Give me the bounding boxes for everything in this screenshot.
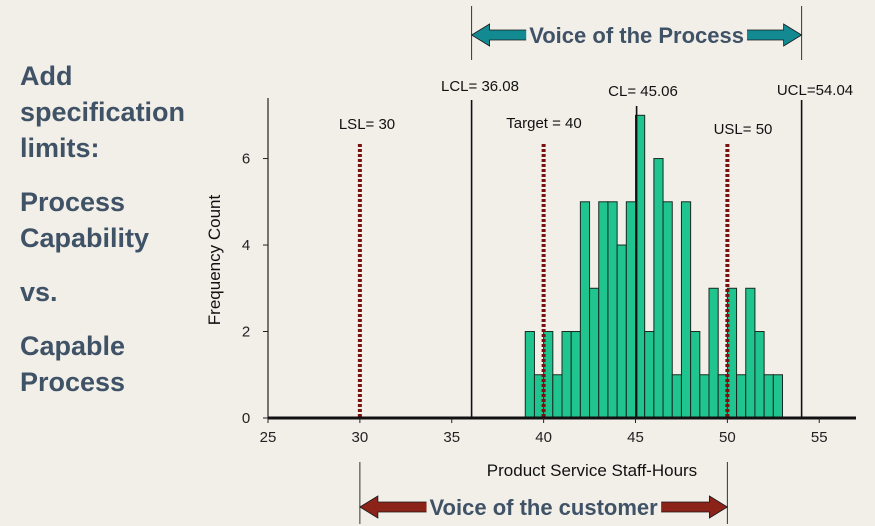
voice-arrows-layer: Voice of the Process Voice of the custome… xyxy=(359,6,803,524)
histogram-bar xyxy=(699,374,710,419)
histogram-bar xyxy=(570,331,581,419)
histogram-bar xyxy=(579,201,591,419)
x-tick-label: 40 xyxy=(535,429,552,446)
x-tick-label: 50 xyxy=(719,429,736,446)
voice-process-label-backing xyxy=(526,29,747,41)
side-text-line: Capability xyxy=(20,223,150,253)
x-axis-label: Product Service Staff-Hours xyxy=(487,461,697,480)
histogram-bar xyxy=(552,374,563,419)
axes-layer: 25 30 35 40 45 50 55 0 2 4 6 Product Service Staff-… xyxy=(205,98,856,480)
x-tick-label: 35 xyxy=(443,429,460,446)
side-text-capable-process: Capable Process xyxy=(20,328,220,400)
histogram-bar xyxy=(589,287,600,419)
y-tick-label: 2 xyxy=(242,324,250,341)
histogram-bar xyxy=(736,374,747,419)
side-text-specification: Add specification limits: xyxy=(20,58,220,166)
side-text-vs: vs. xyxy=(20,274,220,310)
histogram-bar xyxy=(690,331,701,419)
histogram-bar xyxy=(754,331,765,419)
side-text-line: specification xyxy=(20,97,186,127)
y-tick-label: 6 xyxy=(242,151,250,168)
side-text-line: vs. xyxy=(20,277,58,307)
x-tick-label: 55 xyxy=(811,429,828,446)
spec-line-label-lsl: LSL= 30 xyxy=(339,116,395,133)
x-tick-label: 45 xyxy=(627,429,644,446)
side-text-line: Capable xyxy=(20,331,126,361)
histogram-bar xyxy=(644,331,655,419)
histogram-bar xyxy=(616,244,627,419)
voice-customer-label-backing xyxy=(426,501,662,513)
histogram-bar xyxy=(625,201,636,419)
histogram-bar xyxy=(726,287,738,419)
histogram-bar xyxy=(772,374,783,419)
histogram-bar xyxy=(708,287,719,419)
voice-process-label: Voice of the Process xyxy=(529,23,744,48)
y-tick-label: 4 xyxy=(242,237,250,254)
histogram-bar xyxy=(598,201,609,419)
side-text-panel: Add specification limits: Process Capabi… xyxy=(20,58,220,418)
histogram-bar xyxy=(662,201,673,419)
control-line-label-cl: CL= 45.06 xyxy=(608,83,678,100)
x-tick-label: 30 xyxy=(352,429,369,446)
control-line-label-lcl: LCL= 36.08 xyxy=(441,78,519,95)
bars-layer xyxy=(524,114,783,419)
side-text-line: Add xyxy=(20,61,73,91)
reference-lines-layer xyxy=(357,100,803,418)
y-axis-label: Frequency Count xyxy=(205,195,224,326)
side-text-line: Process xyxy=(20,367,126,397)
histogram-bar xyxy=(671,374,682,419)
histogram-bar xyxy=(763,374,774,419)
x-tick-label: 25 xyxy=(260,429,277,446)
side-text-line: limits: xyxy=(20,133,100,163)
histogram-bar xyxy=(653,158,664,419)
histogram-bar xyxy=(607,201,618,419)
histogram-bar xyxy=(524,331,535,419)
control-line-label-ucl: UCL=54.04 xyxy=(777,82,853,99)
histogram-bar xyxy=(745,287,756,419)
histogram-bar xyxy=(680,201,692,419)
histogram-bar xyxy=(561,331,572,419)
labels-layer: LCL= 36.08 CL= 45.06 UCL=54.04 LSL= 30 Targe… xyxy=(339,78,853,138)
side-text-process-capability: Process Capability xyxy=(20,184,220,256)
side-text-line: Process xyxy=(20,187,126,217)
spec-line-label-usl: USL= 50 xyxy=(714,121,773,138)
voice-customer-label: Voice of the customer xyxy=(430,495,659,520)
spec-line-label-target: Target = 40 xyxy=(506,115,581,132)
y-tick-label: 0 xyxy=(242,410,250,427)
